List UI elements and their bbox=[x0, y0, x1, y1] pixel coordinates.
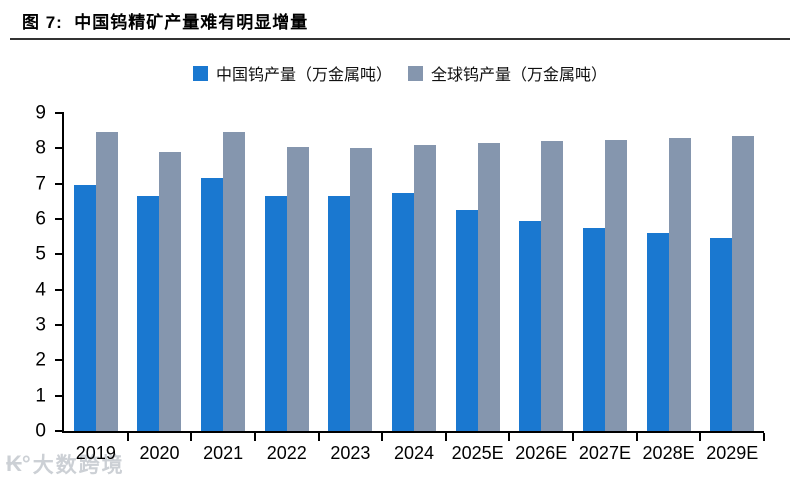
bar-group bbox=[319, 113, 384, 441]
x-axis-tick bbox=[126, 433, 129, 441]
bar-group bbox=[700, 113, 766, 441]
legend-label: 中国钨产量（万金属吨） bbox=[215, 67, 392, 84]
y-axis-tick bbox=[55, 147, 62, 150]
y-axis-tick-label: 1 bbox=[35, 385, 46, 407]
y-axis-tick-label: 2 bbox=[35, 349, 46, 371]
x-axis-tick bbox=[253, 433, 256, 441]
x-axis-tick bbox=[381, 433, 384, 441]
bar-group bbox=[382, 113, 447, 441]
y-axis-tick bbox=[55, 288, 62, 291]
x-axis-tick bbox=[699, 433, 702, 441]
title-divider bbox=[10, 38, 790, 40]
legend-item: 中国钨产量（万金属吨） bbox=[192, 61, 392, 85]
y-axis-tick bbox=[55, 430, 62, 432]
x-axis-line bbox=[62, 431, 764, 433]
bar-group bbox=[64, 113, 129, 441]
y-axis-tick-label: 8 bbox=[35, 137, 46, 159]
bar-global bbox=[732, 135, 755, 431]
x-axis-label: 2021 bbox=[203, 443, 244, 463]
bar-global bbox=[286, 146, 309, 431]
bar-global bbox=[541, 141, 564, 431]
bar-group bbox=[637, 113, 702, 441]
x-axis-label: 2019 bbox=[75, 443, 116, 463]
x-axis-tick bbox=[635, 433, 638, 441]
y-axis-tick bbox=[55, 112, 62, 114]
plot-groups bbox=[64, 113, 766, 441]
bar-global bbox=[604, 139, 627, 431]
bar-group bbox=[191, 113, 256, 441]
bar-china bbox=[392, 192, 415, 431]
x-axis-label: 2025E bbox=[451, 443, 504, 463]
legend-label: 全球钨产量（万金属吨） bbox=[431, 67, 608, 84]
watermark-text: 大数跨境 bbox=[32, 454, 125, 477]
bar-china bbox=[710, 238, 733, 431]
chart-legend: 中国钨产量（万金属吨） 全球钨产量（万金属吨） bbox=[0, 61, 800, 85]
bar-global bbox=[159, 151, 182, 431]
y-axis-tick-label: 7 bbox=[35, 173, 46, 195]
x-axis-tick bbox=[444, 433, 447, 441]
bar-china bbox=[328, 196, 351, 431]
x-axis-tick bbox=[317, 433, 320, 441]
y-axis-tick-label: 9 bbox=[35, 102, 46, 124]
watermark: ₭° 大数跨境 bbox=[6, 449, 125, 479]
watermark-logo-icon: ₭° bbox=[6, 451, 31, 476]
x-axis-tick bbox=[572, 433, 575, 441]
y-axis-line bbox=[62, 112, 64, 433]
x-axis-label: 2028E bbox=[642, 443, 695, 463]
bar-china bbox=[646, 233, 669, 431]
x-axis-tick bbox=[508, 433, 511, 441]
bar-china bbox=[137, 196, 160, 431]
bar-china bbox=[519, 220, 542, 431]
bar-group bbox=[573, 113, 638, 441]
y-axis-tick-label: 4 bbox=[35, 279, 46, 301]
bar-global bbox=[668, 137, 691, 431]
y-axis-tick bbox=[55, 394, 62, 397]
bar-group bbox=[255, 113, 320, 441]
legend-swatch-icon bbox=[408, 65, 423, 81]
bar-global bbox=[414, 144, 437, 431]
y-axis-tick-label: 3 bbox=[35, 314, 46, 336]
y-axis-tick-label: 6 bbox=[35, 208, 46, 230]
bar-group bbox=[509, 113, 575, 441]
y-axis-tick bbox=[55, 359, 62, 362]
y-axis-tick bbox=[55, 218, 62, 220]
bar-global bbox=[95, 132, 118, 431]
bar-china bbox=[582, 227, 605, 431]
figure-title: 图 7: 中国钨精矿产量难有明显增量 bbox=[22, 13, 309, 32]
bar-global bbox=[477, 143, 500, 431]
legend-swatch-icon bbox=[192, 65, 208, 81]
x-axis-label: 2023 bbox=[330, 443, 371, 463]
x-axis-label: 2029E bbox=[706, 443, 759, 463]
x-axis-label: 2026E bbox=[515, 443, 568, 463]
bar-china bbox=[455, 210, 478, 431]
x-axis-tick bbox=[763, 433, 766, 441]
x-axis-label: 2020 bbox=[139, 443, 180, 463]
bar-global bbox=[223, 132, 246, 431]
x-axis-tick bbox=[190, 433, 193, 441]
x-axis-label: 2027E bbox=[578, 443, 631, 463]
y-axis-tick bbox=[55, 182, 62, 185]
x-axis-labels: 2019 2020 2021 2022 2023 2024 2025E 2026E 2027E 2… bbox=[64, 443, 764, 464]
bar-group bbox=[446, 113, 511, 441]
bar-china bbox=[73, 185, 96, 431]
y-axis-tick bbox=[55, 253, 62, 256]
y-axis-tick-label: 0 bbox=[35, 420, 46, 442]
y-axis-tick bbox=[55, 324, 62, 326]
x-axis-label: 2024 bbox=[394, 443, 435, 463]
bar-global bbox=[350, 148, 373, 431]
bar-china bbox=[264, 196, 287, 431]
legend-item: 全球钨产量（万金属吨） bbox=[408, 61, 607, 85]
bar-group bbox=[128, 113, 193, 441]
y-axis-tick-label: 5 bbox=[35, 243, 46, 265]
y-axis: 0 1 2 3 4 5 6 7 8 9 bbox=[0, 104, 62, 441]
x-axis-label: 2022 bbox=[266, 443, 307, 463]
bar-china bbox=[201, 178, 224, 431]
